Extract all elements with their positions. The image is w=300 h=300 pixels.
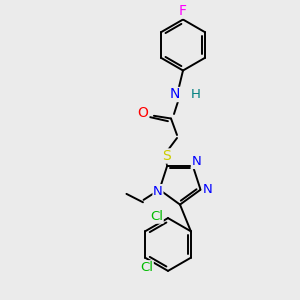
Text: Cl: Cl (140, 261, 153, 274)
Text: N: N (191, 155, 201, 168)
Text: N: N (169, 88, 180, 101)
Text: N: N (153, 185, 163, 198)
Text: Cl: Cl (150, 210, 163, 223)
Text: N: N (202, 183, 212, 196)
Text: F: F (179, 4, 187, 18)
Text: S: S (162, 149, 171, 163)
Text: H: H (191, 88, 201, 101)
Text: O: O (138, 106, 148, 120)
